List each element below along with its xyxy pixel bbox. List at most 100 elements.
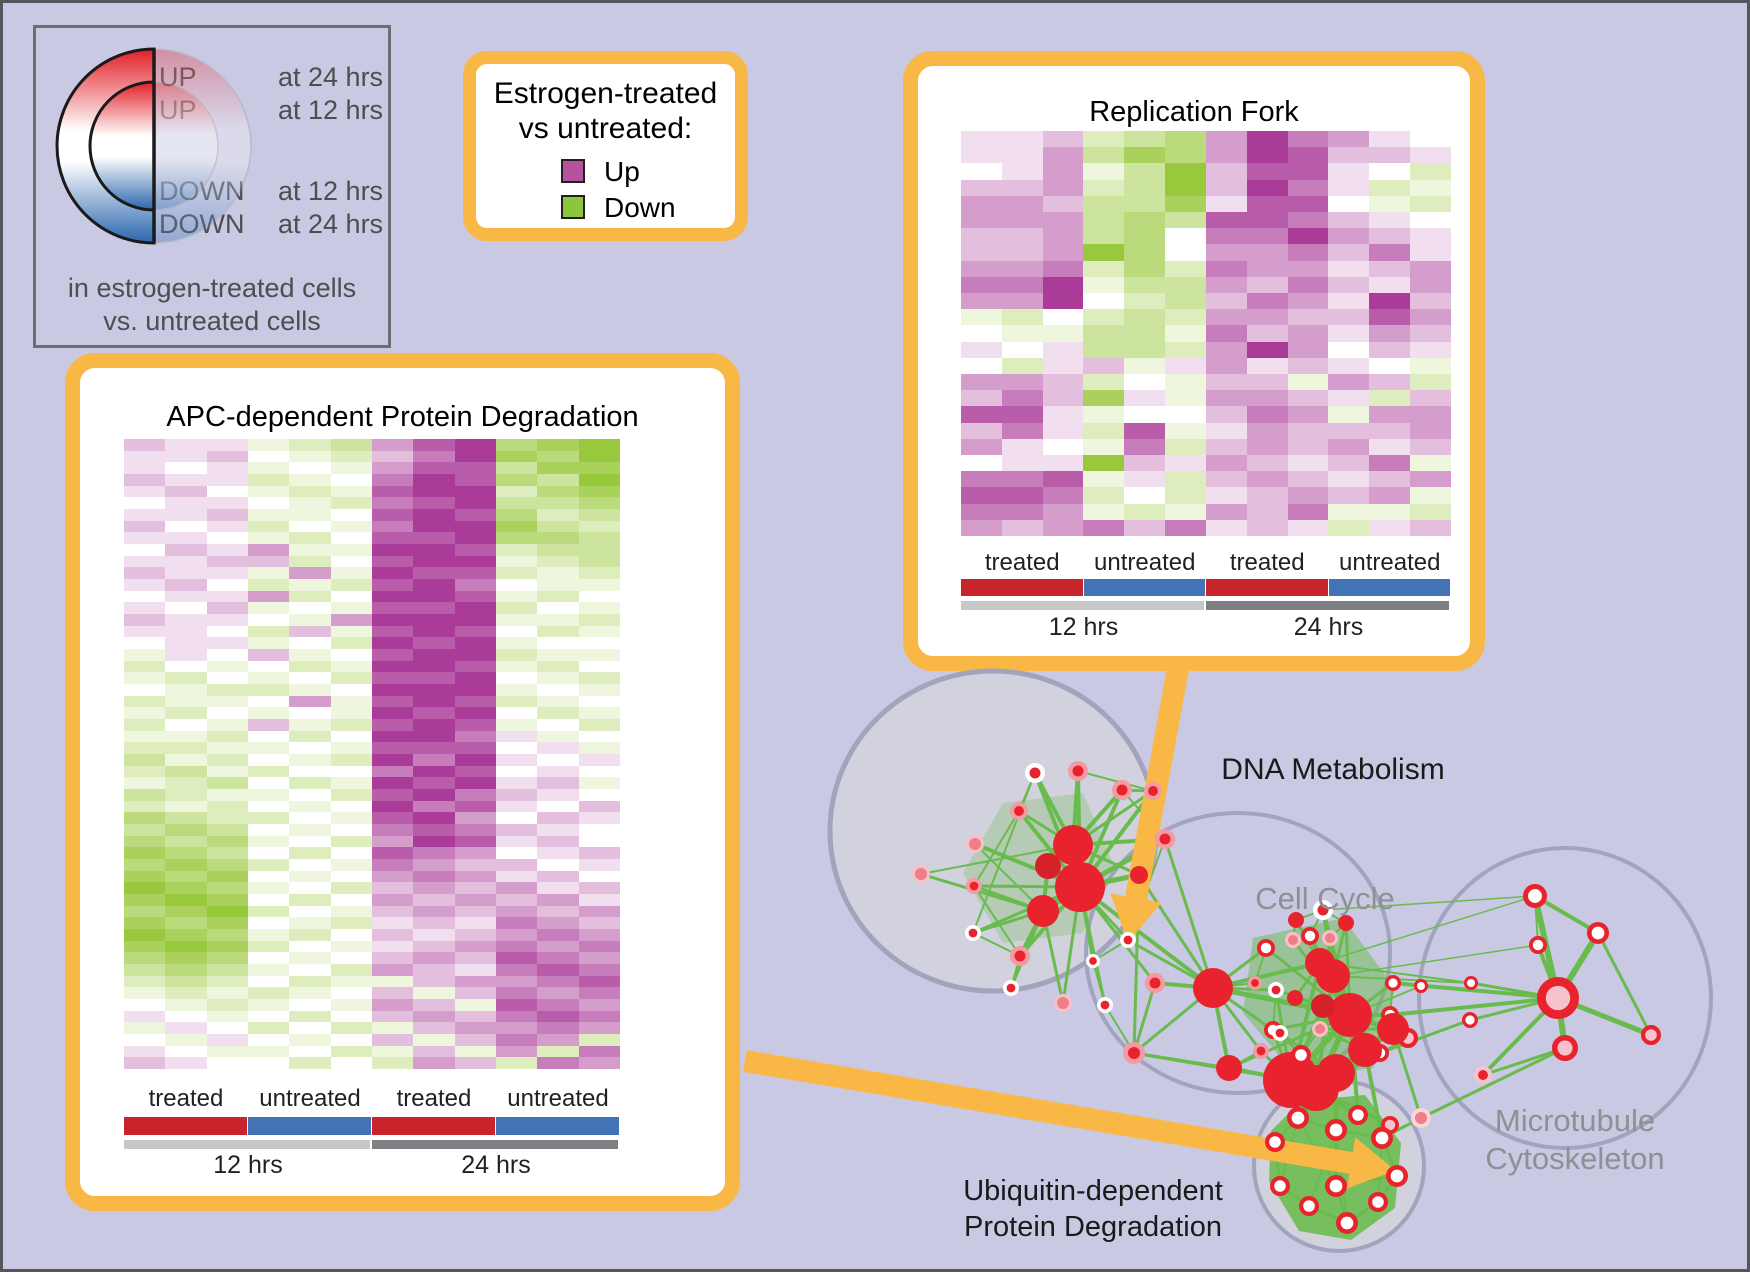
heatmap-cell: [1205, 487, 1247, 504]
heatmap-cell: [1369, 163, 1411, 180]
heatmap-cell: [165, 637, 207, 649]
heatmap-cell: [495, 637, 538, 649]
heatmap-cell: [495, 999, 538, 1011]
network-edge: [1376, 1175, 1399, 1203]
heatmap-cell: [206, 462, 248, 474]
network-edge: [1127, 938, 1214, 990]
heatmap-cell: [206, 1022, 248, 1034]
gene-node: [1529, 936, 1548, 955]
heatmap-cell: [1246, 519, 1288, 536]
heatmap-cell: [330, 474, 372, 486]
heatmap-cell: [1001, 309, 1043, 326]
heatmap-cell: [413, 485, 455, 498]
heatmap-cell: [124, 999, 166, 1011]
heatmap-cell: [371, 462, 414, 474]
heatmap-cell: [1083, 341, 1125, 358]
heatmap-cell: [247, 905, 290, 918]
heatmap-cell: [537, 1057, 579, 1069]
heatmap-cell: [247, 1057, 290, 1069]
heatmap-cell: [1001, 325, 1043, 342]
heatmap-cell: [537, 660, 579, 673]
heatmap-cell: [1165, 244, 1206, 261]
heatmap-cell: [537, 905, 579, 918]
heatmap-cell: [124, 625, 166, 638]
heatmap-cell: [165, 1034, 207, 1046]
heatmap-cell: [289, 824, 331, 836]
heatmap-cell: [1124, 357, 1166, 374]
heatmap-cell: [413, 824, 455, 836]
heatmap-cell: [289, 835, 331, 848]
network-edge: [1211, 987, 1263, 1052]
heatmap-cell: [454, 905, 496, 918]
heatmap-cell: [578, 485, 620, 498]
heatmap-cell: [537, 450, 579, 463]
heatmap-cell: [247, 485, 290, 498]
heatmap-cell: [289, 1045, 331, 1058]
network-edge: [1300, 1028, 1321, 1056]
heatmap-cell: [1410, 131, 1451, 148]
heatmap-cell: [578, 509, 620, 521]
heatmap-cell: [578, 1034, 620, 1046]
heatmap-cell: [124, 917, 166, 929]
gene-node: [1247, 976, 1262, 991]
heatmap-cell: [165, 579, 207, 591]
heatmap-cell: [1328, 163, 1370, 180]
heatmap-cell: [371, 544, 414, 556]
network-edge: [1212, 946, 1267, 990]
network-edge: [1294, 919, 1352, 1016]
heatmap-cell: [578, 579, 620, 591]
gene-node: [1112, 780, 1132, 800]
heatmap-cell: [165, 929, 207, 941]
heatmap-cell: [247, 1045, 290, 1058]
heatmap-cell: [495, 789, 538, 801]
heatmap-cell: [330, 544, 372, 556]
heatmap-cell: [495, 894, 538, 906]
network-edge: [1381, 1116, 1422, 1140]
network-edge: [1470, 981, 1559, 1000]
heatmap-cell: [165, 905, 207, 918]
ratio-legend-box: UP at 24 hrs UP at 12 hrs DOWN at 12 hrs…: [33, 25, 391, 348]
heatmap-cell: [578, 917, 620, 929]
heatmap-cell: [371, 695, 414, 708]
heatmap-cell: [1165, 325, 1206, 342]
heatmap-cell: [537, 532, 579, 544]
network-edge: [1321, 909, 1352, 1016]
heatmap-cell: [330, 590, 372, 603]
network-edge: [1315, 1086, 1391, 1127]
heatmap-cell: [1042, 147, 1084, 164]
heatmap-cell: [1328, 471, 1370, 488]
heatmap-cell: [1001, 438, 1043, 455]
heatmap-cell: [1042, 438, 1084, 455]
network-edge: [1072, 837, 1166, 847]
heatmap-cell: [1410, 195, 1451, 212]
heatmap-cell: [413, 835, 455, 848]
network-edge: [1315, 1086, 1359, 1117]
network-edge: [972, 772, 1036, 934]
gene-node: [1010, 802, 1029, 821]
heatmap-cell: [413, 742, 455, 754]
heatmap-cell: [1328, 309, 1370, 326]
heatmap-cell: [1246, 260, 1288, 277]
heatmap-cell: [247, 474, 290, 486]
heatmap-cell: [1205, 244, 1247, 261]
heatmap-cell: [413, 964, 455, 976]
heatmap-cell: [289, 929, 331, 941]
heatmap-cell: [961, 212, 1002, 229]
network-edge: [1092, 960, 1106, 1006]
network-edge: [1344, 922, 1352, 1016]
network-edge: [1315, 1051, 1381, 1090]
heatmap-cell: [1001, 212, 1043, 229]
heatmap-cell: [289, 509, 331, 521]
heatmap-cell: [495, 532, 538, 544]
heatmap-cell: [454, 660, 496, 673]
heatmap-cell: [1205, 147, 1247, 164]
heatmap-cell: [1083, 390, 1125, 407]
heatmap-cell: [371, 567, 414, 579]
heatmap-cell: [247, 614, 290, 626]
heatmap-cell: [1410, 325, 1451, 342]
heatmap-cell: [495, 719, 538, 731]
heatmap-cell: [578, 520, 620, 533]
network-edge: [1346, 1200, 1379, 1225]
heatmap-cell: [495, 544, 538, 556]
apc-panel-group-bar-1: [248, 1117, 371, 1135]
